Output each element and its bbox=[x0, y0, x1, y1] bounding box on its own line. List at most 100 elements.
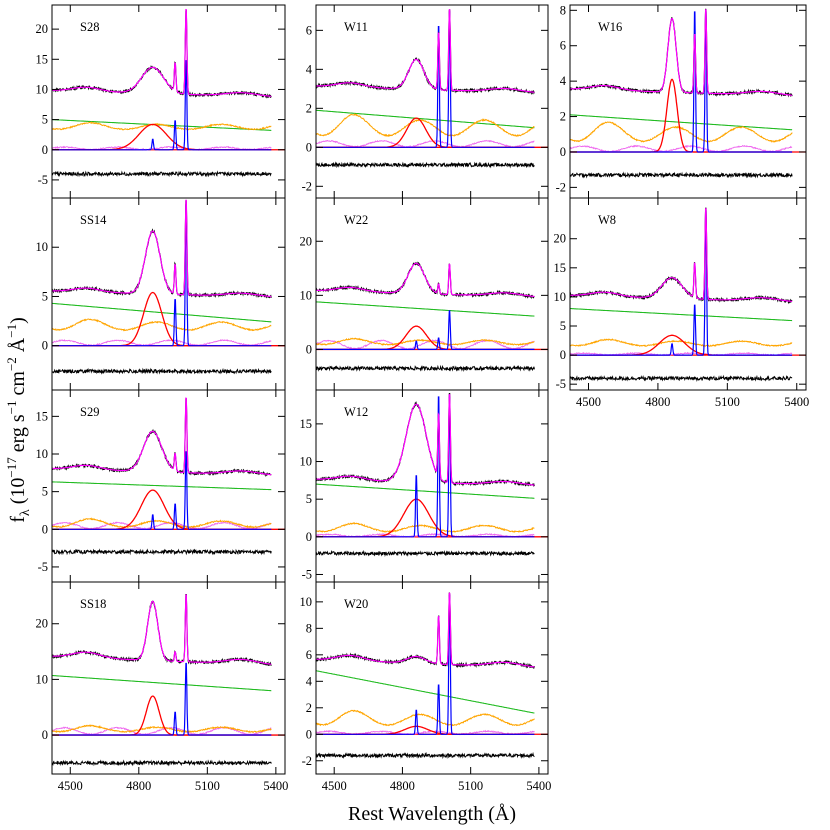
y-tick-label-ss18: 0 bbox=[42, 728, 48, 742]
y-title-close: ) bbox=[7, 317, 29, 324]
y-tick-label-w8: 20 bbox=[554, 232, 567, 246]
feii-component-w11 bbox=[316, 113, 535, 138]
powerlaw-component-ss18 bbox=[52, 674, 272, 692]
panel-label-s29: S29 bbox=[80, 405, 99, 419]
plot-area-w12 bbox=[316, 392, 548, 558]
panel-w20: -2 0 2 4 6 8 10 4500 4800 5100 5400 W20 bbox=[300, 581, 551, 793]
y-tick-label-w8: 5 bbox=[560, 319, 566, 333]
y-tick-label-w16: 0 bbox=[560, 145, 566, 159]
feii-component-w20 bbox=[316, 709, 535, 727]
feii-component-ss18 bbox=[52, 724, 272, 734]
x-tick-label-w8: 4800 bbox=[645, 395, 670, 409]
y-tick-label-s28: 5 bbox=[42, 113, 48, 127]
narrow-lines-component-w12 bbox=[316, 396, 535, 538]
plot-area-w8 bbox=[570, 207, 806, 382]
narrow-lines-component-w20 bbox=[316, 595, 535, 735]
panel-w16: -2 0 2 4 6 8 W16 bbox=[556, 3, 807, 199]
x-tick-label-w20: 4500 bbox=[322, 779, 347, 793]
y-tick-label-s29: 10 bbox=[36, 447, 49, 461]
y-tick-label-s28: 20 bbox=[36, 22, 49, 36]
model-fit-w16 bbox=[570, 9, 793, 96]
model-fit-s29 bbox=[52, 397, 272, 476]
host-component-w11 bbox=[316, 139, 535, 149]
y-tick-label-w20: -2 bbox=[302, 754, 312, 768]
y-tick-label-s29: -5 bbox=[38, 560, 48, 574]
y-title-exp3: −2 bbox=[4, 357, 19, 371]
model-fit-w12 bbox=[316, 394, 535, 486]
x-tick-label-w8: 4500 bbox=[576, 395, 601, 409]
plot-area-w20 bbox=[316, 592, 548, 760]
y-tick-label-w11: 0 bbox=[306, 140, 312, 154]
y-tick-label-w8: 0 bbox=[560, 348, 566, 362]
model-fit-ss14 bbox=[52, 199, 272, 298]
panel-label-w22: W22 bbox=[344, 213, 368, 227]
y-tick-label-w8: 10 bbox=[554, 290, 567, 304]
residual-spectrum-w22 bbox=[316, 364, 535, 373]
powerlaw-component-w8 bbox=[570, 307, 793, 322]
plot-area-w16 bbox=[570, 8, 806, 179]
powerlaw-component-w22 bbox=[316, 301, 535, 317]
broad-hbeta-component-s29 bbox=[52, 489, 272, 530]
feii-component-w12 bbox=[316, 522, 535, 534]
x-axis-title: Rest Wavelength (Å) bbox=[348, 803, 516, 825]
y-title-base: f bbox=[7, 516, 29, 523]
y-tick-label-s28: 0 bbox=[42, 143, 48, 157]
y-tick-label-w16: 8 bbox=[560, 3, 566, 17]
x-tick-label-w8: 5100 bbox=[715, 395, 740, 409]
panel-label-w12: W12 bbox=[344, 405, 368, 419]
residual-spectrum-w16 bbox=[570, 171, 793, 179]
panel-w22: 0 10 20 W22 bbox=[300, 197, 549, 391]
y-tick-label-w11: 6 bbox=[306, 23, 312, 37]
powerlaw-component-w16 bbox=[570, 114, 793, 131]
panel-s28: -5 0 5 10 15 20 S28 bbox=[36, 4, 286, 199]
host-component-w16 bbox=[570, 144, 793, 153]
y-tick-label-s28: -5 bbox=[38, 173, 48, 187]
y-tick-label-w20: 6 bbox=[306, 648, 312, 662]
y-tick-label-w11: -2 bbox=[302, 179, 312, 193]
y-tick-label-ss14: 0 bbox=[42, 339, 48, 353]
y-title-mid3: Å bbox=[7, 337, 29, 357]
panel-label-w20: W20 bbox=[344, 597, 368, 611]
panel-label-w16: W16 bbox=[598, 20, 622, 34]
residual-spectrum-w12 bbox=[316, 549, 535, 558]
residual-spectrum-w11 bbox=[316, 161, 535, 169]
y-tick-label-s29: 15 bbox=[36, 409, 49, 423]
broad-hbeta-component-w11 bbox=[316, 117, 535, 148]
host-component-ss18 bbox=[52, 726, 272, 736]
host-component-s29 bbox=[52, 521, 272, 531]
feii-component-ss14 bbox=[52, 318, 272, 332]
plot-area-s28 bbox=[52, 8, 285, 178]
residual-spectrum-s29 bbox=[52, 548, 272, 556]
feii-component-w22 bbox=[316, 337, 535, 346]
feii-component-s28 bbox=[52, 121, 272, 131]
y-title-open: (10 bbox=[7, 478, 29, 510]
panel-label-s28: S28 bbox=[80, 20, 99, 34]
x-tick-label-w20: 4800 bbox=[390, 779, 415, 793]
narrow-lines-component-w11 bbox=[316, 11, 535, 148]
feii-component-w8 bbox=[570, 338, 793, 348]
y-tick-label-w20: 0 bbox=[306, 727, 312, 741]
x-tick-label-ss18: 5400 bbox=[263, 779, 288, 793]
feii-component-s29 bbox=[52, 517, 272, 529]
powerlaw-component-w12 bbox=[316, 483, 535, 499]
y-tick-label-w20: 10 bbox=[300, 595, 313, 609]
model-fit-s28 bbox=[52, 8, 272, 97]
x-tick-label-ss18: 4800 bbox=[126, 779, 151, 793]
model-fit-w22 bbox=[316, 262, 535, 298]
powerlaw-component-w20 bbox=[316, 670, 535, 714]
narrow-lines-component-ss14 bbox=[52, 204, 272, 347]
residual-spectrum-w8 bbox=[570, 374, 793, 382]
panel-s29: -5 0 5 10 15 S29 bbox=[36, 389, 286, 583]
y-axis-title: fλ (10−17 erg s−1 cm−2 Å−1) bbox=[4, 317, 33, 523]
panel-w8: -5 0 5 10 15 20 4500 4800 5100 5400 W8 bbox=[554, 197, 809, 409]
y-tick-label-ss14: 5 bbox=[42, 289, 48, 303]
y-tick-label-w16: 2 bbox=[560, 110, 566, 124]
x-tick-label-ss18: 4500 bbox=[58, 779, 83, 793]
panel-w11: -2 0 2 4 6 W11 bbox=[302, 4, 549, 199]
y-tick-label-s28: 10 bbox=[36, 82, 49, 96]
residual-spectrum-ss18 bbox=[52, 759, 272, 767]
y-tick-label-ss18: 10 bbox=[36, 672, 49, 686]
panel-frame-w20 bbox=[315, 581, 549, 775]
broad-hbeta-component-w12 bbox=[316, 498, 535, 538]
